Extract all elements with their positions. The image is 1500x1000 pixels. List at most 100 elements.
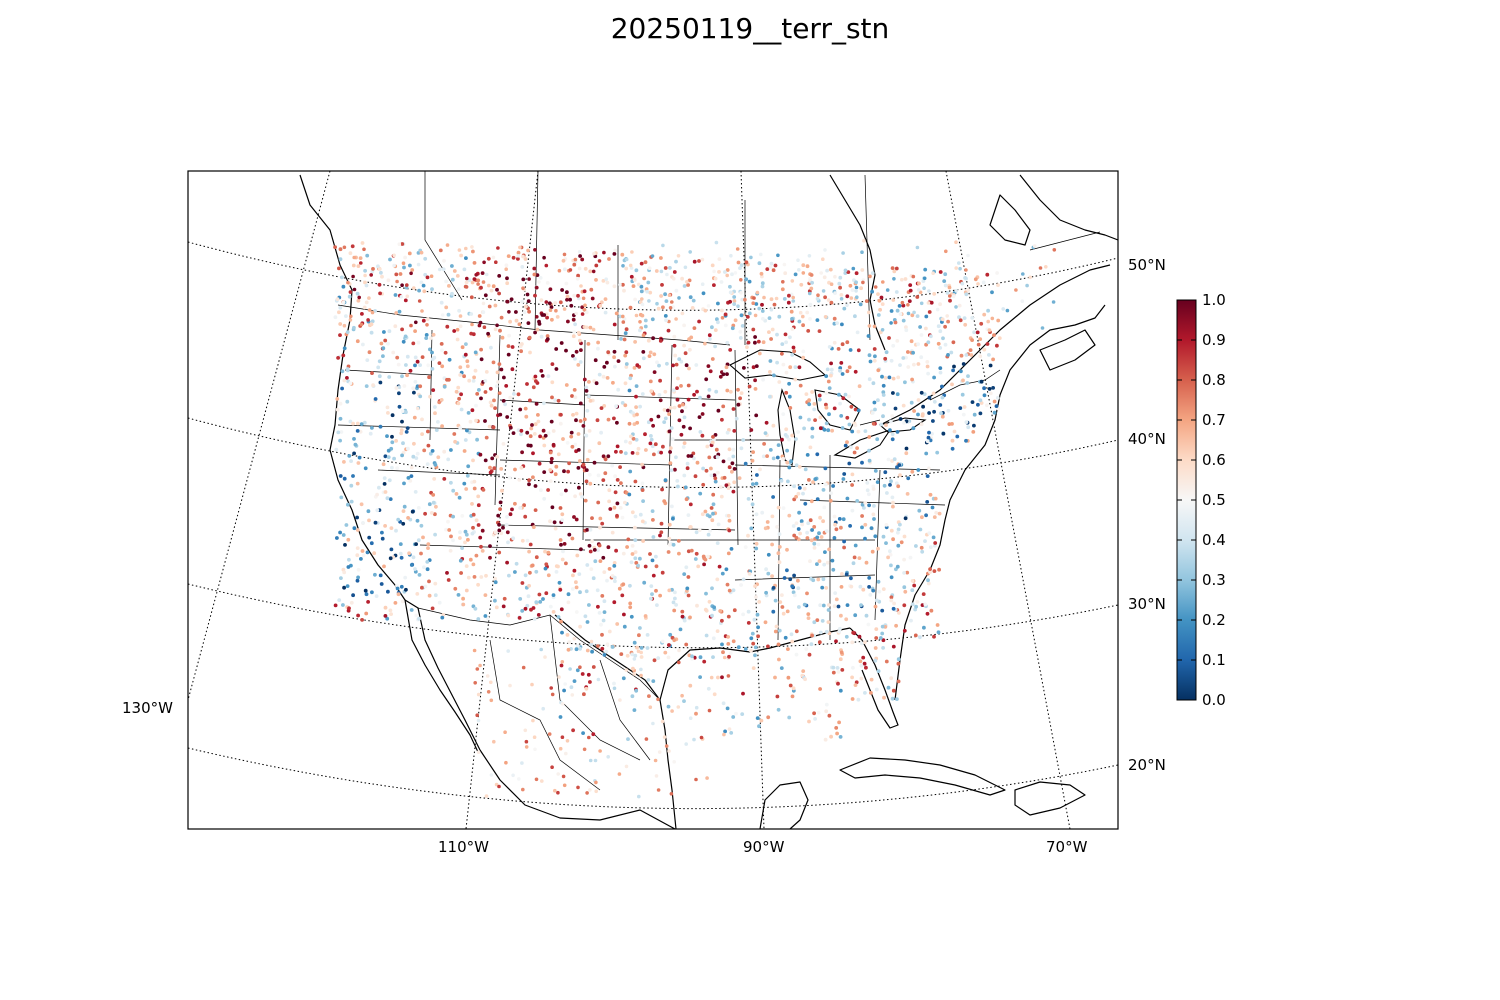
station-dot <box>646 338 651 343</box>
station-dot <box>828 267 833 272</box>
station-dot <box>840 426 845 430</box>
station-dot <box>622 612 626 617</box>
station-dot <box>591 576 596 581</box>
station-dot <box>516 250 521 255</box>
station-dot <box>641 539 645 543</box>
station-dot <box>700 412 705 416</box>
station-dot <box>528 350 532 355</box>
station-dot <box>576 466 581 470</box>
station-dot <box>727 457 731 461</box>
station-dot <box>739 583 743 587</box>
station-dot <box>580 495 584 499</box>
station-dot <box>440 364 445 369</box>
station-dot <box>531 718 535 723</box>
station-dot <box>783 433 788 437</box>
station-dot <box>433 411 437 416</box>
station-dot <box>627 388 632 393</box>
station-dot <box>741 577 746 582</box>
station-dot <box>666 655 671 660</box>
station-dot <box>754 512 759 517</box>
station-dot <box>439 342 444 346</box>
station-dot <box>342 323 347 328</box>
station-dot <box>396 592 401 597</box>
station-dot <box>667 429 672 434</box>
station-dot <box>659 269 664 274</box>
station-dot <box>782 576 787 580</box>
colorbar: 0.00.10.20.30.40.50.60.70.80.91.0 <box>1176 291 1226 709</box>
station-dot <box>487 283 491 288</box>
station-dot <box>935 623 940 627</box>
station-dot <box>812 525 817 529</box>
station-dot <box>649 584 654 588</box>
station-dot <box>867 503 871 508</box>
station-dot <box>904 325 908 330</box>
station-dot <box>868 359 873 364</box>
station-dot <box>373 572 377 577</box>
station-dot <box>674 288 679 293</box>
station-dot <box>535 315 539 319</box>
station-dot <box>855 330 860 335</box>
station-dot <box>530 563 535 568</box>
station-dot <box>479 347 483 352</box>
station-dot <box>661 305 665 310</box>
station-dot <box>376 264 380 269</box>
station-dot <box>578 624 582 629</box>
station-dot <box>674 455 678 460</box>
station-dot <box>805 536 810 540</box>
station-dot <box>503 730 507 734</box>
station-dot <box>447 284 451 288</box>
station-dot <box>580 305 585 310</box>
station-dot <box>908 555 913 560</box>
station-dot <box>478 452 483 457</box>
station-dot <box>463 438 468 442</box>
station-dot <box>612 564 617 568</box>
station-dot <box>543 549 547 554</box>
station-dot <box>870 271 875 275</box>
colorbar-tick-label: 1.0 <box>1202 291 1226 309</box>
station-dot <box>813 418 817 422</box>
station-dot <box>433 532 437 537</box>
station-dot <box>472 575 477 579</box>
station-dot <box>876 579 881 584</box>
station-dot <box>766 552 771 557</box>
station-dot <box>892 457 897 462</box>
station-dot <box>642 580 647 585</box>
station-dot <box>835 321 839 325</box>
station-dot <box>348 381 353 386</box>
station-dot <box>789 309 794 314</box>
station-dot <box>369 330 374 335</box>
station-dot <box>872 517 876 521</box>
station-dot <box>533 422 538 427</box>
station-dot <box>635 363 640 368</box>
station-dot <box>396 362 401 367</box>
station-dot <box>730 461 735 466</box>
station-dot <box>970 338 974 342</box>
station-dot <box>724 483 729 488</box>
station-dot <box>894 266 899 271</box>
station-dot <box>668 632 673 637</box>
station-dot <box>492 739 496 744</box>
station-dot <box>430 449 435 453</box>
station-dot <box>352 255 357 260</box>
station-dot <box>646 280 651 285</box>
station-dot <box>838 275 843 280</box>
station-dot <box>382 330 386 334</box>
station-dot <box>771 495 775 499</box>
station-dot <box>891 298 896 302</box>
station-dot <box>818 687 822 691</box>
station-dot <box>914 544 918 548</box>
station-dot <box>408 263 412 268</box>
station-dot <box>901 303 906 308</box>
station-dot <box>648 705 653 709</box>
station-dot <box>760 284 765 289</box>
station-dot <box>363 588 368 593</box>
station-dot <box>521 787 525 792</box>
station-dot <box>359 557 363 561</box>
station-dot <box>392 456 396 461</box>
station-dot <box>365 550 370 555</box>
station-dot <box>987 387 992 391</box>
station-dot <box>738 329 743 334</box>
station-dot <box>739 291 743 295</box>
station-dot <box>990 316 995 321</box>
station-dot <box>339 430 344 434</box>
